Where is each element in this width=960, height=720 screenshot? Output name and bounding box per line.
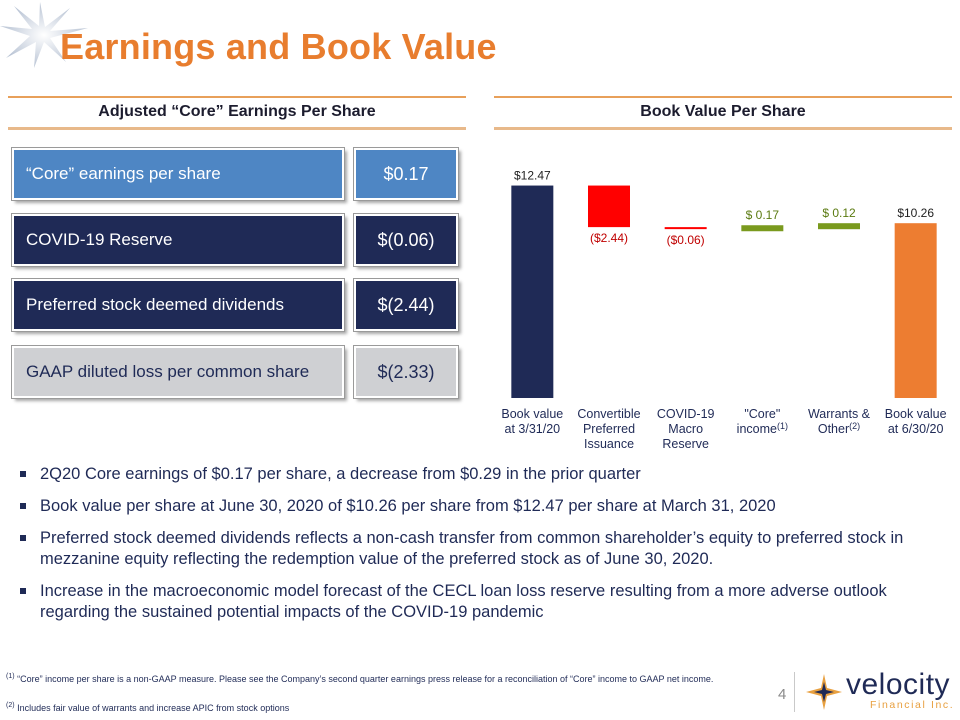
footnote-1-mark: (1) [6,673,15,680]
company-logo-subtext: Financial Inc. [870,699,955,711]
velocity-star-icon [806,674,842,710]
page-number: 4 [778,686,787,703]
chart-category-label: Warrants & Other(2) [808,407,871,436]
eps-row-label: GAAP diluted loss per common share [11,345,345,399]
eps-row-label: “Core” earnings per share [11,147,345,201]
chart-bar [894,223,937,398]
chart-bar [588,185,630,228]
company-logo-text: velocity [846,668,951,701]
eps-row-value: $0.17 [353,147,459,201]
chart-bar [664,227,707,230]
chart-value-label: $10.26 [897,206,934,220]
eps-row-value: $(2.44) [353,278,459,332]
footnote-2-mark: (2) [6,702,15,709]
eps-row-core: “Core” earnings per share $0.17 [11,147,462,204]
eps-row-value: $(2.33) [353,345,459,399]
eps-row-gaap-loss: GAAP diluted loss per common share $(2.3… [11,345,462,402]
eps-row-label: Preferred stock deemed dividends [11,278,345,332]
bullet-item: 2Q20 Core earnings of $0.17 per share, a… [18,464,948,485]
chart-bar [741,225,784,232]
footnote-2: (2) Includes fair value of warrants and … [6,700,289,714]
logo-divider [794,672,795,712]
chart-value-label: $ 0.17 [746,208,780,222]
eps-row-preferred-dividends: Preferred stock deemed dividends $(2.44) [11,278,462,335]
footnote-1: (1) “Core” income per share is a non-GAA… [6,671,766,685]
chart-category-label: Book value at 6/30/20 [885,407,947,436]
chart-value-label: ($0.06) [667,233,705,247]
eps-row-label: COVID-19 Reserve [11,213,345,267]
footnote-2-text: Includes fair value of warrants and incr… [17,703,290,713]
page-title: Earnings and Book Value [60,26,497,67]
chart-category-label: "Core" income(1) [737,407,788,436]
bullet-item: Preferred stock deemed dividends reflect… [18,528,948,570]
chart-bar [511,185,554,398]
bullet-item: Book value per share at June 30, 2020 of… [18,496,948,517]
chart-value-label: $ 0.12 [822,206,856,220]
bullet-item: Increase in the macroeconomic model fore… [18,581,948,623]
chart-value-label: ($2.44) [590,231,628,245]
chart-category-label: Book value at 3/31/20 [501,407,563,436]
footnote-1-text: “Core” income per share is a non-GAAP me… [17,674,714,684]
chart-bar [818,223,860,230]
book-value-waterfall-chart: $12.47 Book value at 3/31/20 ($2.44) Convert… [501,169,947,451]
eps-row-value: $(0.06) [353,213,459,267]
chart-category-label: Convertible Preferred Issuance [577,407,640,451]
chart-value-label: $12.47 [514,169,551,183]
eps-row-covid-reserve: COVID-19 Reserve $(0.06) [11,213,462,270]
chart-category-label: COVID-19 Macro Reserve [657,407,715,451]
star-burst-logo [0,2,88,68]
eps-section-header: Adjusted “Core” Earnings Per Share [8,96,466,130]
bullet-list: 2Q20 Core earnings of $0.17 per share, a… [18,464,948,634]
book-value-section-header: Book Value Per Share [494,96,952,130]
